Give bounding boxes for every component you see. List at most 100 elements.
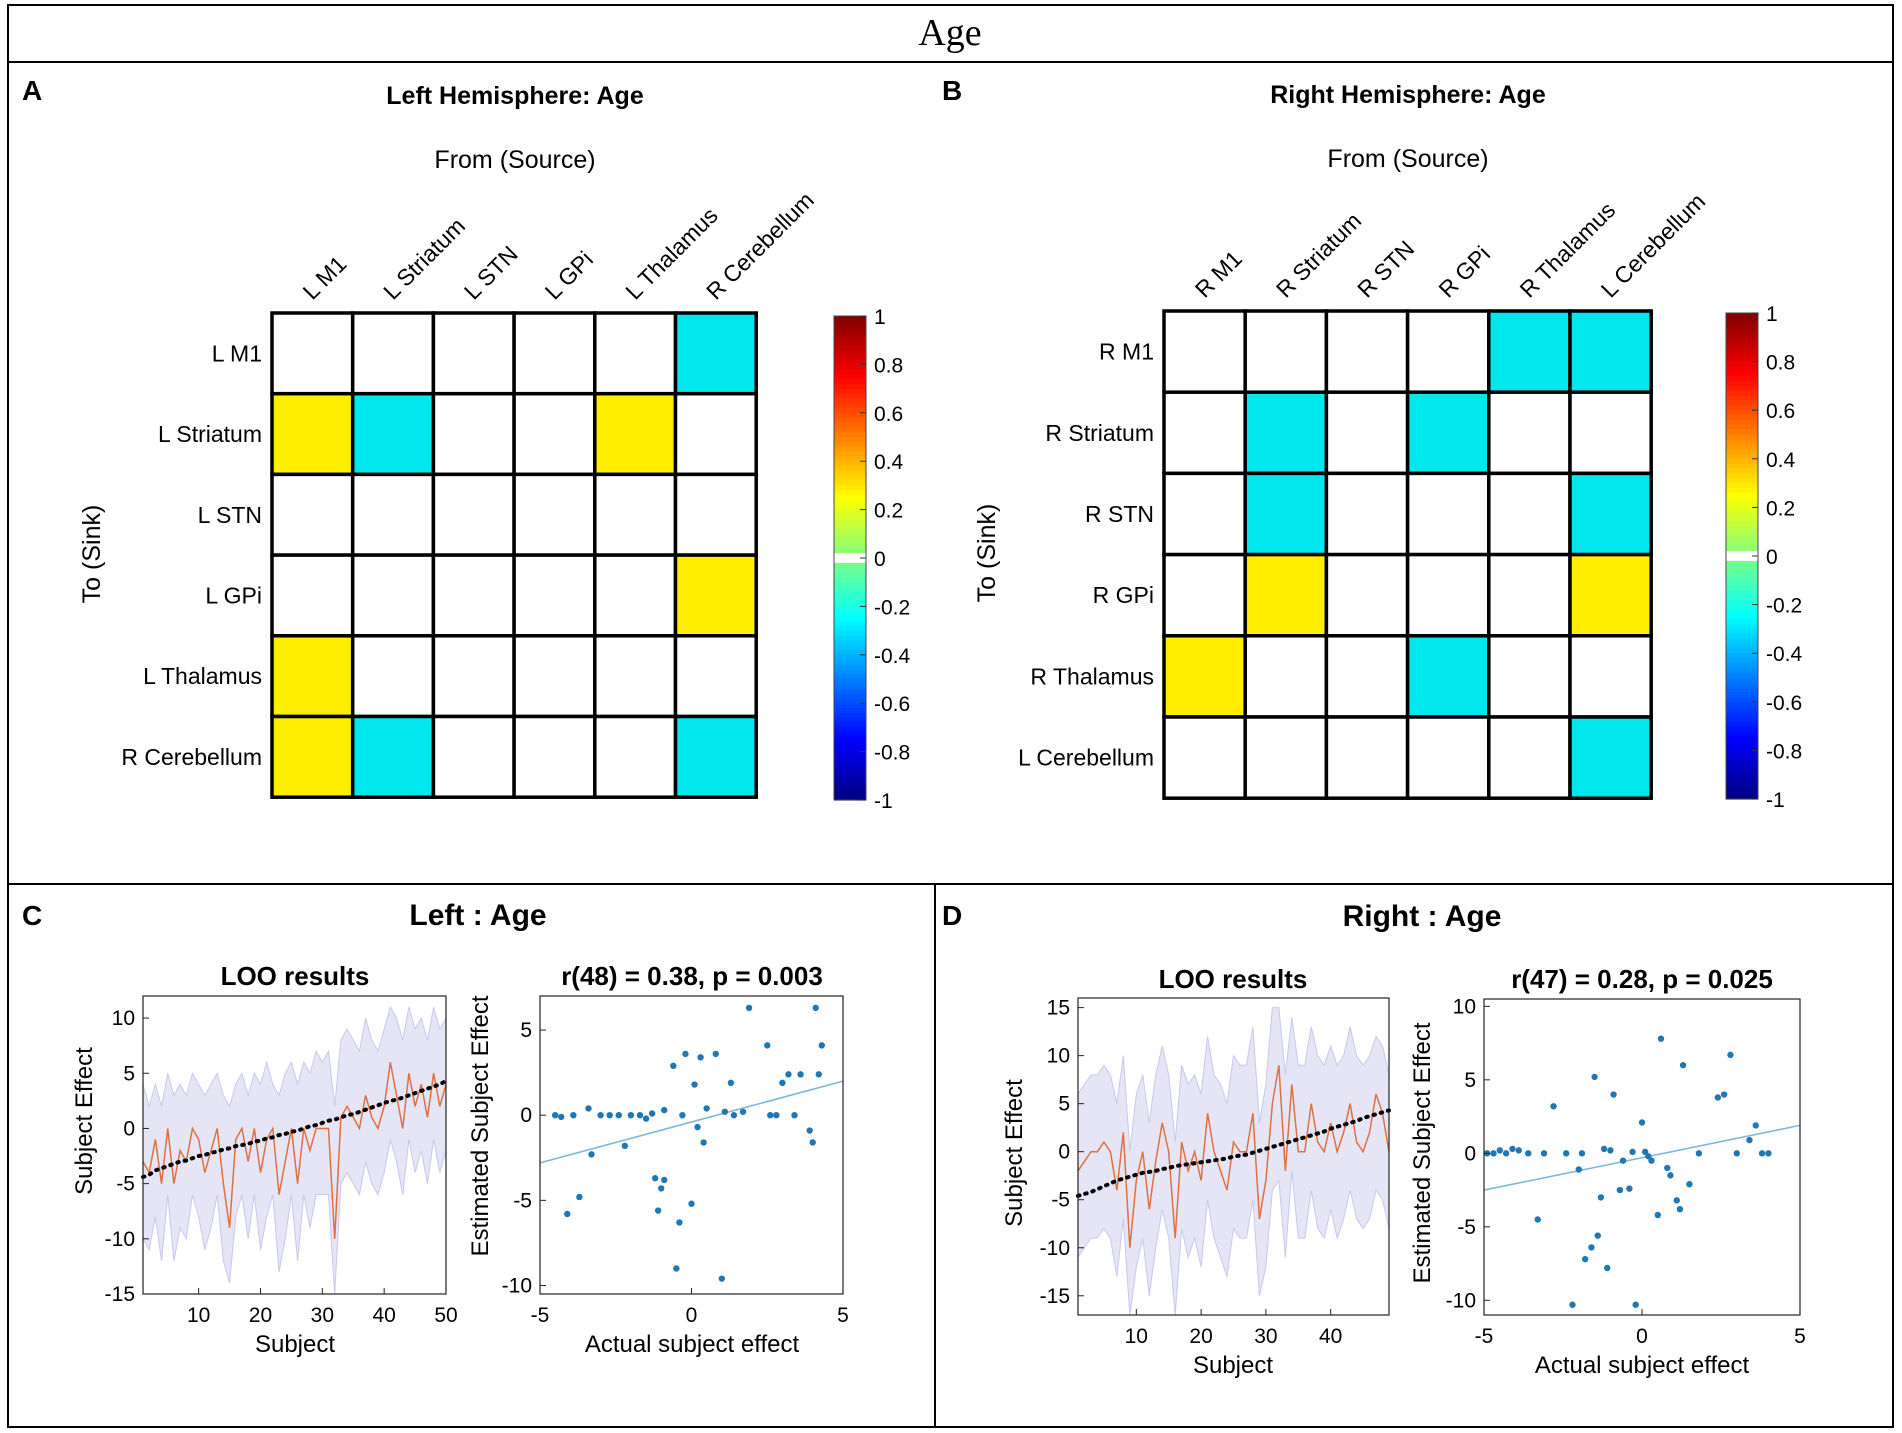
x-tick-label: 0 <box>686 1304 698 1327</box>
colorbar-tick-label: -0.8 <box>874 742 910 765</box>
colorbar-segment <box>1726 492 1758 499</box>
colorbar-segment <box>834 558 866 564</box>
scatter-point <box>588 1151 595 1158</box>
scatter-point <box>1509 1145 1516 1153</box>
colorbar-segment <box>834 490 866 496</box>
heatmap-cell <box>1568 715 1653 800</box>
colorbar-segment <box>834 785 866 791</box>
colorbar-segment <box>834 606 866 612</box>
scatter-point <box>1619 1157 1627 1164</box>
scatter-point <box>585 1105 592 1112</box>
colorbar-segment <box>834 766 866 772</box>
colorbar-segment <box>834 601 866 607</box>
colorbar-segment <box>834 659 866 666</box>
x-tick-label: -5 <box>531 1304 550 1327</box>
colorbar-tick-label: 1 <box>874 306 886 329</box>
heatmap-cell <box>1162 309 1247 394</box>
scatter-point <box>1581 1255 1589 1263</box>
heatmap-cell <box>593 553 678 638</box>
colorbar-tick-label: 0.6 <box>874 403 903 426</box>
colorbar-tick-label: 0.6 <box>1766 400 1795 423</box>
colorbar-segment <box>1726 638 1758 645</box>
scatter-point <box>1758 1150 1766 1157</box>
colorbar-segment <box>1726 385 1758 392</box>
heatmap-cell <box>350 391 436 477</box>
colorbar-segment <box>834 775 866 782</box>
scatter-point <box>648 1110 656 1117</box>
y-tick-label: -5 <box>1051 1189 1070 1212</box>
colorbar-segment <box>1726 619 1758 625</box>
colorbar-segment <box>1726 415 1758 421</box>
colorbar-segment <box>1726 643 1758 649</box>
scatter-point <box>679 1112 686 1119</box>
heatmap-cell <box>1487 309 1572 394</box>
colorbar-segment <box>1726 745 1758 751</box>
scatter-point <box>1765 1150 1772 1157</box>
colorbar-segment <box>834 349 866 356</box>
scatter-point <box>570 1112 577 1119</box>
colorbar-segment <box>1726 706 1758 713</box>
panel-letter-c: C <box>22 900 42 931</box>
scatter-point <box>1686 1180 1693 1188</box>
colorbar-segment <box>834 330 866 336</box>
heatmap-cell <box>512 634 597 719</box>
scatter-x-axis-label: Actual subject effect <box>585 1331 800 1358</box>
x-tick-label: 30 <box>311 1304 334 1327</box>
scatter-point <box>815 1071 822 1078</box>
x-tick-label: 40 <box>372 1304 395 1327</box>
heatmap-cell <box>1405 471 1491 557</box>
heatmap-cell <box>431 714 516 799</box>
colorbar-segment <box>1726 609 1758 615</box>
scatter-point <box>767 1112 774 1119</box>
colorbar-segment <box>1726 478 1758 484</box>
y-tick-label: 10 <box>112 1007 135 1030</box>
scatter-point <box>597 1112 604 1119</box>
scatter-point <box>642 1115 650 1122</box>
panel-letter-b: B <box>942 75 962 106</box>
colorbar-segment <box>1726 337 1758 343</box>
scatter-point <box>1490 1150 1497 1157</box>
loo-estimated-line <box>1077 1065 1390 1248</box>
scatter-point <box>700 1139 707 1146</box>
colorbar-segment <box>1726 687 1758 693</box>
heatmap-cell <box>1405 715 1491 800</box>
scatter-point <box>1534 1216 1541 1223</box>
scatter-point <box>1591 1073 1598 1081</box>
colorbar-tick-label: 0.4 <box>874 451 904 474</box>
scatter-point <box>1600 1145 1608 1153</box>
y-tick-label: -5 <box>1457 1216 1476 1239</box>
colorbar-segment <box>834 567 866 574</box>
colorbar-segment <box>834 383 866 390</box>
heatmap-cell <box>512 311 597 396</box>
colorbar-segment <box>834 437 866 443</box>
heatmap-cell <box>1568 634 1653 719</box>
colorbar-tick-label: 0.8 <box>1766 352 1795 375</box>
heatmap-y-tick-label: L Striatum <box>158 421 262 447</box>
colorbar-segment <box>1726 531 1758 538</box>
heatmap-cell <box>1568 309 1653 394</box>
colorbar-tick-label: -1 <box>874 790 893 813</box>
x-tick-label: 20 <box>249 1304 272 1327</box>
colorbar-segment <box>834 509 866 516</box>
heatmap-cell <box>1487 634 1572 719</box>
scatter-point <box>658 1185 665 1192</box>
colorbar-segment <box>834 625 866 632</box>
colorbar-segment <box>834 393 866 399</box>
colorbar-segment <box>834 708 866 714</box>
x-tick-label: 50 <box>434 1304 457 1327</box>
colorbar-segment <box>834 790 866 796</box>
colorbar-segment <box>1726 317 1758 324</box>
scatter-point <box>697 1054 704 1061</box>
figure-frame <box>7 4 1894 1428</box>
y-tick-label: -15 <box>1040 1285 1070 1308</box>
colorbar-tick-label: -0.2 <box>1766 595 1802 618</box>
colorbar-segment <box>1726 322 1758 329</box>
colorbar-tick-label: -0.6 <box>1766 692 1802 715</box>
colorbar-segment <box>1726 599 1758 606</box>
heatmap-cell <box>1162 390 1247 476</box>
colorbar-segment <box>834 640 866 646</box>
colorbar-segment <box>1726 507 1758 513</box>
colorbar-segment <box>834 417 866 424</box>
colorbar-segment <box>834 611 866 617</box>
y-tick-label: -10 <box>502 1274 532 1297</box>
